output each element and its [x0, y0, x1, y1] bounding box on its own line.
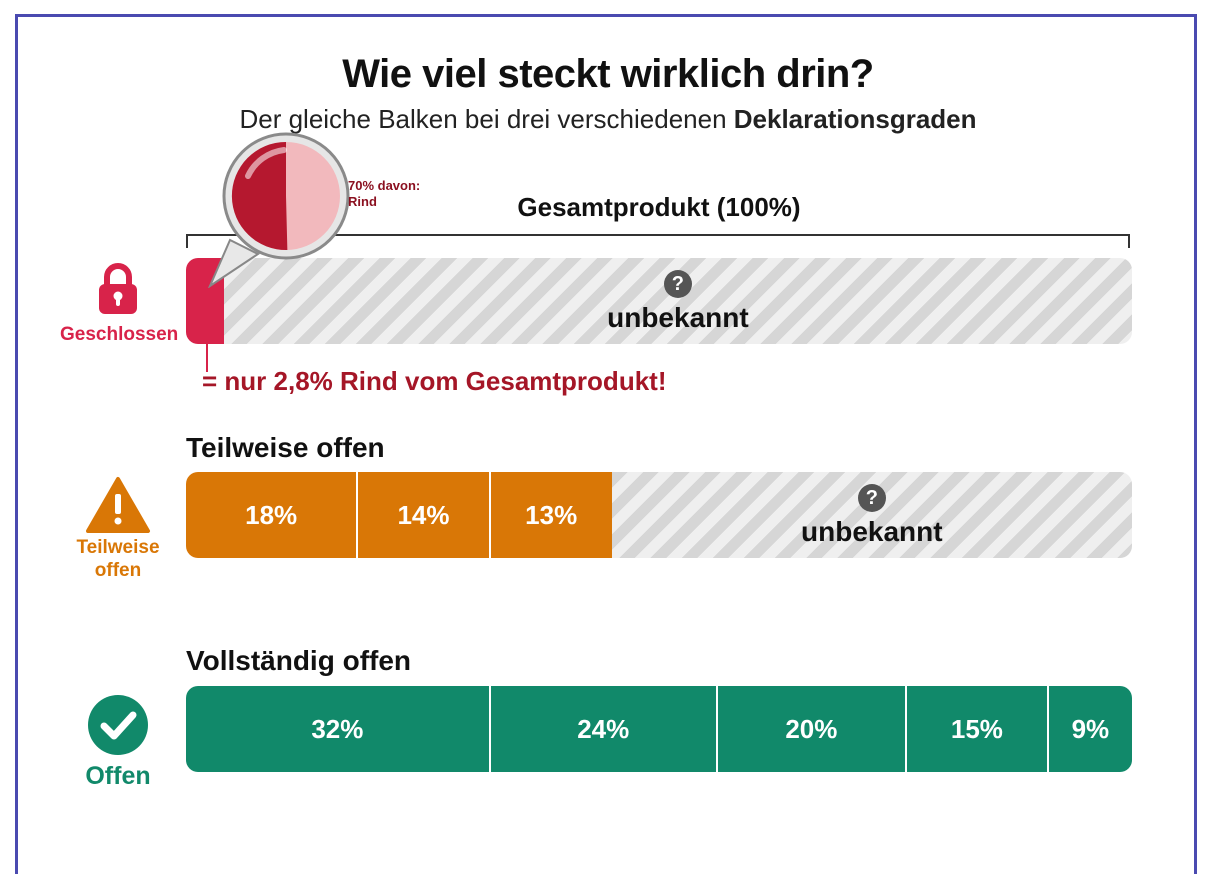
bar-segment: 15% — [904, 686, 1047, 772]
unknown-text: unbekannt — [801, 516, 943, 547]
closed-note: = nur 2,8% Rind vom Gesamtprodukt! — [202, 366, 667, 396]
bar-segment: 13% — [488, 472, 612, 558]
closed-side-text: Geschlossen — [60, 324, 179, 345]
bar-open: 32% 24% 20% 15% 9% — [186, 686, 1132, 772]
partial-side-label: Teilweise offen — [70, 476, 166, 582]
unknown-text: unbekannt — [607, 302, 749, 333]
warning-triangle-icon — [86, 477, 150, 533]
callout-line1: 70% davon: — [348, 178, 421, 193]
question-mark-icon: ? — [857, 484, 886, 512]
bar-segment: 24% — [488, 686, 716, 772]
pie-slice-rind — [231, 141, 288, 250]
bar-partial: 18% 14% 13%? unbekannt — [186, 472, 1132, 558]
partial-side-text: Teilweise offen — [70, 536, 166, 582]
bar-segment: 14% — [356, 472, 489, 558]
total-bracket — [186, 234, 1130, 248]
unknown-label: ? unbekannt — [612, 484, 1132, 548]
callout-line2: Rind — [348, 194, 377, 209]
row-label-partial: Teilweise offen — [186, 432, 385, 463]
question-mark-icon: ? — [663, 270, 692, 298]
open-side-text: Offen — [85, 762, 151, 790]
row-label-open: Vollständig offen — [186, 645, 412, 676]
bar-segment: 9% — [1046, 686, 1132, 772]
callout-text: 70% davon: Rind — [348, 178, 420, 210]
subtitle-text: Der gleiche Balken bei drei verschiedene… — [239, 104, 734, 134]
open-side-label: Offen — [70, 694, 166, 791]
bar-segment: 20% — [715, 686, 905, 772]
closed-connector-line — [206, 342, 208, 372]
magnifier-pie-icon — [208, 132, 350, 288]
unknown-label: ? unbekannt — [224, 270, 1132, 334]
bar-closed: ? unbekannt — [186, 258, 1132, 344]
chart-title: Wie viel steckt wirklich drin? — [342, 52, 874, 96]
bar-segment-unknown: ? unbekannt — [611, 472, 1132, 558]
bar-segment: 32% — [186, 686, 489, 772]
bar-segment-unknown: ? unbekannt — [223, 258, 1132, 344]
subtitle-bold-text: Deklarationsgraden — [733, 104, 977, 134]
chart-subtitle: Der gleiche Balken bei drei verschiedene… — [0, 104, 1216, 135]
closed-side-label: Geschlossen — [60, 262, 179, 346]
bar-segment: 18% — [186, 472, 357, 558]
partial-side-line1: Teilweise — [76, 537, 160, 558]
partial-side-line2: offen — [94, 560, 142, 581]
total-label: Gesamtprodukt (100%) — [517, 192, 801, 222]
lock-icon — [99, 263, 137, 314]
page-frame — [15, 14, 1197, 874]
checkmark-circle-icon — [88, 695, 148, 755]
